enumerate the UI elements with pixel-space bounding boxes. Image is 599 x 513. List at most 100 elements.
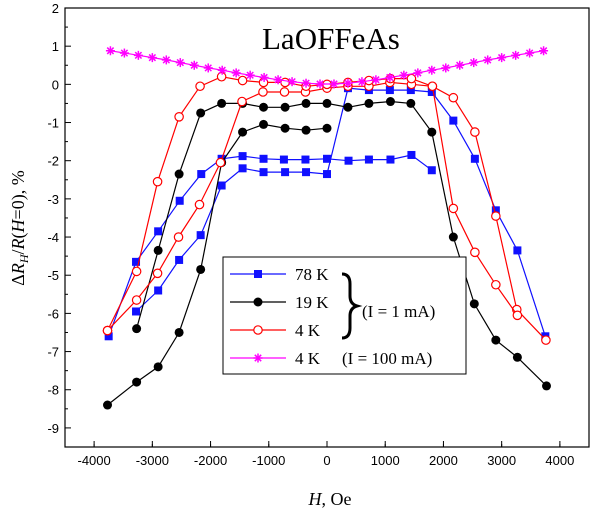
x-tick-label: -2000 xyxy=(194,453,227,468)
data-point xyxy=(215,157,226,168)
data-point xyxy=(196,231,205,240)
legend-item: 4 K xyxy=(230,321,321,340)
legend-label: 4 K xyxy=(295,321,321,340)
x-tick-label: 2000 xyxy=(429,453,458,468)
data-point xyxy=(539,46,549,56)
data-point xyxy=(329,79,339,89)
data-point xyxy=(541,381,551,391)
data-point xyxy=(399,70,409,80)
legend-bracket-note: (I = 1 mA) xyxy=(362,302,435,321)
data-point xyxy=(385,72,395,82)
legend-marker xyxy=(253,325,263,335)
y-tick-label: -8 xyxy=(47,383,59,398)
data-point xyxy=(385,97,395,107)
data-point xyxy=(385,86,394,95)
data-point xyxy=(448,232,458,242)
data-point xyxy=(301,98,311,108)
data-point xyxy=(441,63,451,73)
legend-marker xyxy=(253,353,263,363)
data-point xyxy=(322,98,332,108)
data-point xyxy=(132,324,142,334)
series-6 xyxy=(105,46,549,89)
y-axis-label: ΔRH/R(H=0), % xyxy=(8,170,31,285)
data-point xyxy=(469,58,479,68)
data-point xyxy=(541,335,551,345)
data-point xyxy=(427,87,436,96)
data-point xyxy=(197,170,206,179)
data-point xyxy=(203,63,213,73)
y-tick-label: -6 xyxy=(47,306,59,321)
data-point xyxy=(323,170,331,179)
data-point xyxy=(470,127,480,137)
data-point xyxy=(301,155,310,164)
data-point xyxy=(238,127,248,137)
legend-item: 4 K (I = 100 mA) xyxy=(230,349,432,368)
data-point xyxy=(470,154,479,163)
data-point xyxy=(153,245,163,255)
data-point xyxy=(491,206,500,215)
data-point xyxy=(245,70,255,80)
data-point xyxy=(427,65,437,75)
x-tick-label: 3000 xyxy=(487,453,516,468)
data-point xyxy=(469,299,479,309)
data-point xyxy=(259,154,268,163)
data-point xyxy=(427,166,436,175)
legend: 78 K 19 K 4 K 4 K (I = 100 mA) (I = 1 mA) xyxy=(222,256,467,375)
x-tick-label: 4000 xyxy=(545,453,574,468)
data-point xyxy=(344,156,353,165)
data-point xyxy=(173,232,184,242)
data-point xyxy=(196,264,206,274)
y-axis-ticks: 2 1 0 -1 -2 -3 -4 -5 -6 -7 -8 -9 xyxy=(47,1,71,448)
y-tick-label: 1 xyxy=(52,39,59,54)
data-point xyxy=(427,81,438,92)
data-point xyxy=(407,150,416,159)
y-tick-label: -5 xyxy=(47,268,59,283)
data-point xyxy=(195,81,205,92)
x-axis-label: H, Oe xyxy=(308,489,352,509)
data-point xyxy=(154,227,163,236)
data-point xyxy=(287,77,297,87)
y-tick-label: -4 xyxy=(47,230,59,245)
legend-item: 19 K xyxy=(230,293,329,312)
legend-box xyxy=(222,256,467,375)
data-point xyxy=(302,168,311,177)
legend-brace xyxy=(341,272,363,340)
data-point xyxy=(259,72,269,82)
y-tick-label: -2 xyxy=(47,154,59,169)
legend-label: 19 K xyxy=(295,293,329,312)
data-point xyxy=(279,155,288,164)
data-point xyxy=(175,255,184,264)
data-point xyxy=(238,164,247,173)
x-tick-label: -4000 xyxy=(77,453,110,468)
chart-title: LaOFFeAs xyxy=(262,21,400,56)
data-point xyxy=(386,155,395,164)
legend-marker xyxy=(254,270,262,278)
data-point xyxy=(147,53,157,63)
series-5 xyxy=(102,71,523,336)
data-point xyxy=(102,325,113,336)
x-tick-label: -1000 xyxy=(252,453,285,468)
series-line xyxy=(108,154,433,337)
y-tick-label: -3 xyxy=(47,192,59,207)
series-line xyxy=(135,87,546,337)
data-point xyxy=(343,102,353,112)
data-point xyxy=(258,87,268,97)
x-tick-label: 0 xyxy=(323,453,330,468)
y-tick-label: -1 xyxy=(47,116,59,131)
data-point xyxy=(131,266,142,277)
x-tick-label: 1000 xyxy=(371,453,400,468)
data-point xyxy=(279,87,290,97)
data-point xyxy=(161,55,171,65)
legend-items: 78 K 19 K 4 K 4 K (I = 100 mA) xyxy=(230,265,432,368)
data-point xyxy=(280,123,290,133)
x-tick-label: -3000 xyxy=(136,453,169,468)
data-point xyxy=(491,335,501,345)
plot-frame xyxy=(64,7,590,448)
data-point xyxy=(511,50,521,60)
data-point xyxy=(357,77,367,87)
data-point xyxy=(483,55,493,65)
y-tick-label: 2 xyxy=(52,1,59,16)
data-point xyxy=(174,169,184,179)
data-point xyxy=(371,75,381,85)
